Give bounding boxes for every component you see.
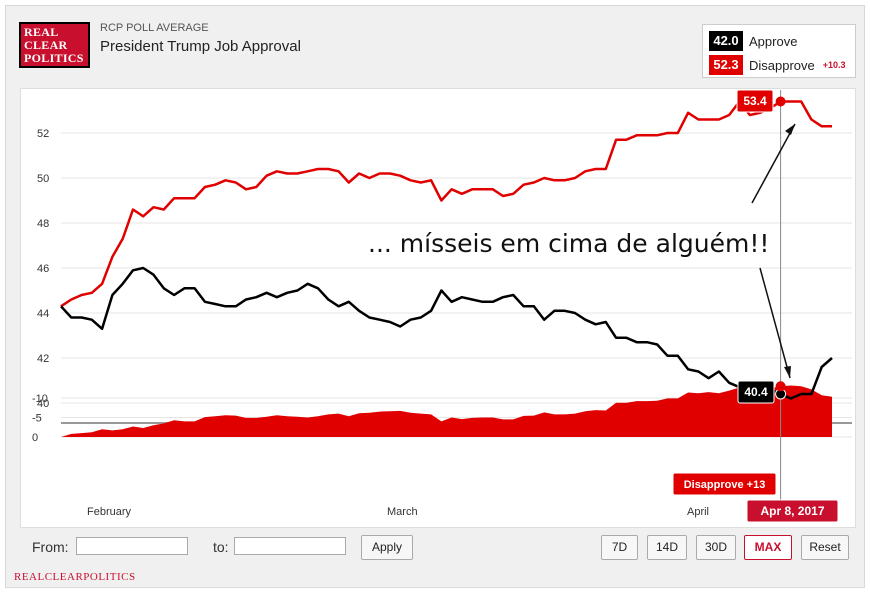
logo-line-2: CLEAR xyxy=(24,38,68,52)
y-tick-label: 44 xyxy=(37,308,49,320)
annotation-text: ... mísseis em cima de alguém!! xyxy=(368,229,769,258)
arrow-down-line xyxy=(759,267,791,379)
disapprove-line xyxy=(60,100,832,308)
footer-brand[interactable]: REALCLEARPOLITICS xyxy=(14,571,136,583)
spread-area xyxy=(61,385,832,437)
disapprove-tooltip-box xyxy=(736,89,774,113)
x-tick-label: April xyxy=(687,506,709,518)
disapprove-point xyxy=(775,96,786,107)
rcp-logo[interactable]: REAL CLEAR POLITICS xyxy=(19,22,90,68)
y-tick-label: 40 xyxy=(37,398,49,410)
date-tooltip-text: Apr 8, 2017 xyxy=(760,504,824,518)
from-date-input[interactable] xyxy=(76,537,188,555)
range-30d-button[interactable]: 30D xyxy=(696,535,736,560)
approve-tooltip-box xyxy=(737,380,775,404)
annotation-overlay: 53.4 40.4 Disapprove +13 Apr 8, 2017 ... mís… xyxy=(368,89,839,523)
y-tick-label: 48 xyxy=(37,218,49,230)
y-axis-labels: 40 42 44 46 48 50 52 xyxy=(37,128,49,410)
y-tick-label: 50 xyxy=(37,173,49,185)
legend-approve: 42.0 Approve xyxy=(709,31,797,51)
spread-tooltip: Disapprove +13 xyxy=(672,472,777,496)
spread-tooltip-text: Disapprove +13 xyxy=(684,479,766,491)
disapprove-tooltip: 53.4 xyxy=(736,89,774,113)
series-lines xyxy=(60,100,833,437)
spread-tick-label: -5 xyxy=(32,413,42,425)
poll-average-subtitle: RCP POLL AVERAGE xyxy=(100,22,209,34)
approve-tooltip-text: 40.4 xyxy=(744,385,768,399)
y-tick-label: 42 xyxy=(37,353,49,365)
arrow-down-head xyxy=(784,366,791,378)
approve-label: Approve xyxy=(749,33,798,49)
range-max-button[interactable]: MAX xyxy=(744,535,792,560)
spread-tooltip-box xyxy=(672,472,777,496)
approve-line xyxy=(60,266,833,400)
disapprove-value: 52.3 xyxy=(709,55,743,75)
disapprove-label: Disapprove xyxy=(749,57,815,73)
apply-button[interactable]: Apply xyxy=(361,535,413,560)
to-date-input[interactable] xyxy=(234,537,346,555)
range-7d-button[interactable]: 7D xyxy=(601,535,638,560)
reset-button[interactable]: Reset xyxy=(801,535,849,560)
disapprove-tooltip-text: 53.4 xyxy=(743,94,767,108)
arrow-up-head xyxy=(785,124,795,135)
spread-tick-label: -10 xyxy=(32,393,48,405)
y-tick-label: 52 xyxy=(37,128,49,140)
legend: 42.0 Approve 52.3 Disapprove +10.3 xyxy=(702,24,856,78)
x-axis-labels: February March April xyxy=(87,506,709,518)
spread-tick-label: 0 xyxy=(32,432,38,444)
spread-point xyxy=(775,381,786,392)
logo-line-1: REAL xyxy=(24,25,59,39)
to-label: to: xyxy=(213,539,229,555)
x-tick-label: March xyxy=(387,506,418,518)
legend-disapprove: 52.3 Disapprove +10.3 xyxy=(709,55,846,75)
y-tick-label: 46 xyxy=(37,263,49,275)
range-14d-button[interactable]: 14D xyxy=(647,535,687,560)
logo-line-3: POLITICS xyxy=(24,51,84,65)
approve-value: 42.0 xyxy=(709,31,743,51)
chart-title: President Trump Job Approval xyxy=(100,38,301,55)
arrow-up-line xyxy=(751,123,796,204)
date-controls: From: to: Apply 7D 14D 30D MAX Reset xyxy=(20,530,856,566)
date-tooltip-box xyxy=(746,499,839,523)
legend-spread: +10.3 xyxy=(822,60,846,70)
approve-tooltip: 40.4 xyxy=(737,380,775,404)
plot-area xyxy=(20,88,856,528)
date-tooltip: Apr 8, 2017 xyxy=(746,499,839,523)
x-tick-label: February xyxy=(87,506,132,518)
from-label: From: xyxy=(32,539,69,555)
spread-axis-labels: 0 -5 -10 xyxy=(32,393,48,444)
